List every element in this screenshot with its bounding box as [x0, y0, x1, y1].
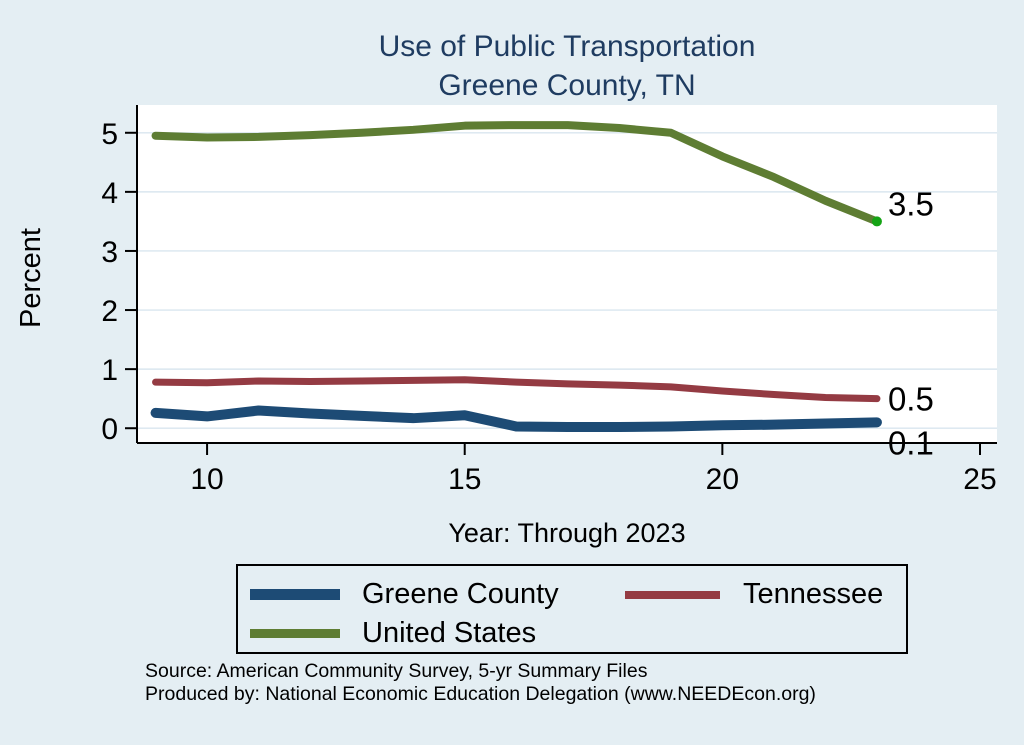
produced-by-line: Produced by: National Economic Education…	[145, 683, 816, 705]
source-note: Source: American Community Survey, 5-yr …	[145, 660, 816, 706]
y-tick-label: 0	[101, 413, 118, 446]
x-axis-title: Year: Through 2023	[448, 518, 685, 548]
y-tick-label: 5	[101, 118, 118, 151]
source-line: Source: American Community Survey, 5-yr …	[145, 660, 648, 682]
legend-box: Greene County Tennessee United States	[236, 564, 908, 654]
series-end-label-tennessee: 0.5	[888, 381, 934, 418]
x-tick-label: 20	[706, 463, 739, 496]
y-tick-label: 2	[101, 295, 118, 328]
series-line-greene-county	[150, 405, 882, 433]
legend-label-tennessee: Tennessee	[743, 578, 884, 610]
x-tick-label: 15	[448, 463, 481, 496]
chart-title-line2: Greene County, TN	[438, 69, 696, 102]
series-line-tennessee	[152, 376, 881, 403]
legend-swatch-greene-county	[250, 589, 340, 600]
legend-swatch-united-states	[250, 629, 340, 638]
x-tick-label: 10	[190, 463, 223, 496]
plot-area	[137, 105, 997, 443]
series-end-marker-united-states	[871, 216, 882, 227]
y-tick-label: 3	[101, 236, 118, 269]
x-tick-label: 25	[963, 463, 996, 496]
series-line-united-states	[151, 121, 881, 226]
series-end-label-greene-county: 0.1	[888, 424, 934, 461]
legend-label-greene-county: Greene County	[362, 578, 559, 610]
chart-title: Use of Public Transportation Greene Coun…	[379, 27, 756, 105]
chart-title-line1: Use of Public Transportation	[378, 30, 756, 63]
legend-label-united-states: United States	[362, 617, 537, 649]
y-tick-label: 4	[101, 177, 118, 210]
y-axis-title: Percent	[15, 228, 47, 328]
legend-swatch-tennessee	[625, 591, 720, 599]
series-end-label-united-states: 3.5	[888, 185, 934, 222]
y-tick-label: 1	[101, 354, 118, 387]
